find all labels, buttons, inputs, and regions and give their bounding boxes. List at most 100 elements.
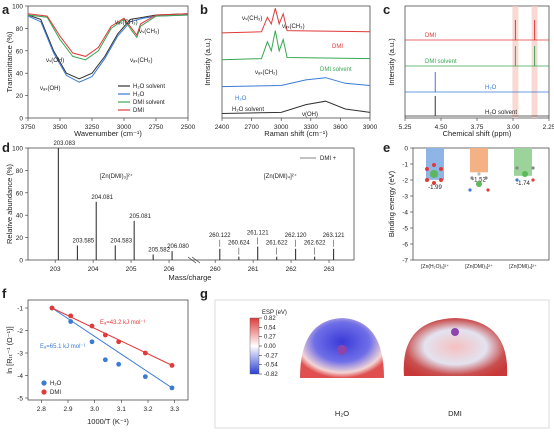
- panel-d-ms: Relative abundance (%) Mass/charge 100 80…: [5, 141, 355, 282]
- annot-vas-ch3: νₐₛ(CH₃): [282, 24, 305, 30]
- ms-peak-label: 261.622: [266, 241, 288, 247]
- x-tick-label: 204: [88, 266, 99, 273]
- series-line: [221, 8, 371, 34]
- y-tick-label: 0: [19, 258, 23, 265]
- x-tick-label: 3900: [363, 124, 378, 131]
- annot-vs-ch3: νₛ(CH₃): [139, 29, 159, 35]
- y-tick-label: -2: [402, 178, 408, 185]
- ms-peak-label: 262.622: [304, 241, 326, 247]
- x-tick-label: 4.50: [435, 124, 448, 131]
- data-point: [169, 362, 175, 368]
- colorbar-tick-label: 0.54: [264, 325, 276, 331]
- panel-e-ylabel: Binding energy (eV): [387, 170, 396, 237]
- label-dmi: DMI: [425, 33, 436, 39]
- ms-peak-label: 263.121: [323, 233, 345, 239]
- x-tick-label: 3000: [117, 124, 132, 131]
- x-tick-label: 3250: [85, 124, 100, 131]
- x-tick-label: 203: [50, 266, 61, 273]
- x-tick-label: 2750: [149, 124, 164, 131]
- panel-a-xlabel: Wavenumber (cm⁻¹): [74, 129, 142, 138]
- data-point: [142, 374, 148, 380]
- y-tick-label: -1: [17, 306, 23, 313]
- annot-vas-oh: νₐₛ(OH): [40, 86, 60, 92]
- data-point: [116, 339, 122, 345]
- panel-letter-c: c: [383, 2, 390, 17]
- x-tick-label: 3300: [304, 124, 319, 131]
- panel-b-xlabel: Raman shift (cm⁻¹): [264, 129, 328, 138]
- series-line: [221, 77, 371, 88]
- panel-letter-g: g: [200, 286, 208, 301]
- dmi-esp-surface: [403, 318, 508, 376]
- y-tick-label: -6: [402, 242, 408, 249]
- legend-h2o: H₂O: [50, 381, 62, 387]
- annot-vs-ch3: νₛ(CH₃): [242, 16, 262, 22]
- category-label: [Zn(H₂O)₆]²⁺: [421, 264, 449, 270]
- data-point: [142, 350, 148, 356]
- ms-peak-label: 204.081: [91, 195, 113, 201]
- data-point: [68, 319, 74, 324]
- x-tick-label: 3500: [53, 124, 68, 131]
- x-tick-label: 5.25: [399, 124, 412, 131]
- legend-label: H₂O: [133, 92, 145, 98]
- series-line: [27, 14, 189, 83]
- y-tick-label: 40: [16, 71, 24, 78]
- data-point: [89, 339, 95, 345]
- x-tick-label: 206: [164, 266, 175, 273]
- panel-c-nmr: Intensity (a.u.) Chemical shift (ppm) 5.…: [387, 5, 554, 138]
- x-tick-label: 205: [126, 266, 137, 273]
- label-dmi: DMI: [448, 409, 462, 418]
- category-label: [Zn(DMI)₃]²⁺: [465, 264, 493, 270]
- panel-a-ftir: Transmittance (%) Wavenumber (cm⁻¹) 3750…: [5, 4, 196, 139]
- label-h2o: H₂O: [335, 409, 349, 418]
- panel-f-xlabel: 1000/T (K⁻¹): [87, 417, 129, 426]
- ms-peak-label: 260.624: [228, 241, 250, 247]
- x-tick-label: 263: [324, 266, 335, 273]
- ms-peak-label: 262.120: [285, 233, 307, 239]
- panel-letter-b: b: [200, 2, 208, 17]
- category-label: [Zn(DMI)₄]²⁺: [509, 264, 537, 270]
- colorbar-tick-label: 0.82: [264, 316, 276, 322]
- molecule-zn-h2o6: [425, 163, 443, 185]
- ms-peak-label: 261.121: [247, 231, 269, 237]
- x-tick-label: 2.25: [543, 124, 554, 131]
- ms-peak-label: 203.585: [73, 238, 95, 244]
- panel-letter-a: a: [2, 2, 10, 17]
- y-tick-label: -5: [402, 226, 408, 233]
- x-tick-label: 2500: [181, 124, 196, 131]
- annot-v-oh: ν(OH): [302, 112, 318, 118]
- ms-peak-label: 205.582: [148, 247, 170, 253]
- colorbar-tick-label: 0.27: [264, 335, 276, 341]
- x-tick-label: 3.1: [117, 406, 126, 413]
- bar-value-label: -1.99: [428, 185, 442, 191]
- panel-f-arrhenius: ln [Rₜₜ⁻¹ (Ω⁻¹)] 1000/T (K⁻¹) 2.8 2.9 3.0 3…: [5, 299, 189, 426]
- x-tick-label: 2400: [215, 124, 230, 131]
- group-label-zn-dmi3: [Zn(DMI)₃]²⁺: [100, 173, 133, 180]
- ms-peak-label: 260.122: [209, 233, 231, 239]
- x-tick-label: 262: [286, 266, 297, 273]
- legend-label: DMI: [133, 108, 144, 114]
- x-tick-label: 3.3: [170, 406, 179, 413]
- ms-peak-label: 203.083: [53, 141, 75, 147]
- colorbar-title: ESP (eV): [262, 310, 287, 316]
- label-h2o-solvent: H₂O solvent: [232, 107, 264, 113]
- y-tick-label: -2: [17, 328, 23, 335]
- panel-a-ylabel: Transmittance (%): [5, 31, 14, 92]
- x-tick-label: 3000: [274, 124, 289, 131]
- y-tick-label: -3: [402, 194, 408, 201]
- panel-e-binding: Binding energy (eV) 0 -1 -2 -3 -4 -5 -6 -7 -1.9…: [387, 146, 550, 270]
- data-point: [102, 332, 108, 338]
- data-point: [68, 313, 74, 319]
- x-tick-label: 2700: [244, 124, 259, 131]
- legend-dmi: DMI +: [320, 156, 337, 162]
- y-tick-label: -4: [402, 210, 408, 217]
- panel-b-raman: Intensity (a.u.) Raman shift (cm⁻¹) 2400…: [203, 5, 378, 138]
- annot-vas-ch3: νₐₛ(CH₃): [115, 20, 138, 26]
- x-tick-label: 3600: [333, 124, 348, 131]
- label-dmi: DMI: [332, 44, 343, 50]
- colorbar-tick-label: -0.82: [264, 372, 278, 378]
- label-h2o: H₂O: [235, 96, 247, 102]
- panel-letter-e: e: [383, 140, 390, 155]
- ms-peak-label: 205.081: [129, 214, 151, 220]
- colorbar-tick-label: -0.54: [264, 363, 278, 369]
- x-tick-label: 3750: [21, 124, 36, 131]
